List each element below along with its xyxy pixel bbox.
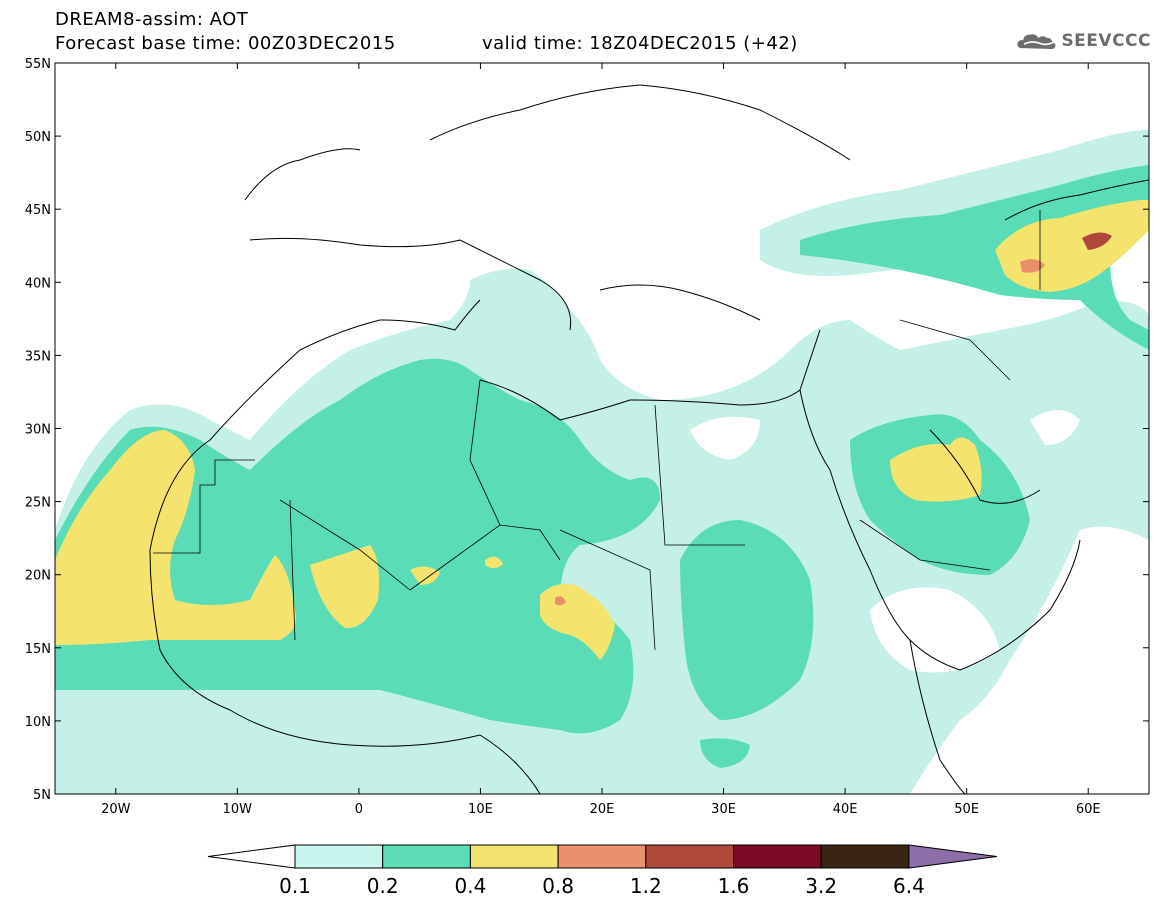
latitude-axis: 55N 50N 45N 40N 35N 30N 25N 20N 15N 10N 5N — [25, 57, 1149, 803]
colorbar-swatch — [733, 844, 822, 869]
lon-tick-label: 10E — [468, 802, 493, 817]
lon-tick-label: 40E — [833, 802, 858, 817]
borders — [153, 210, 1041, 651]
coastlines — [149, 84, 1149, 794]
lon-tick-label: 30E — [711, 802, 736, 817]
colorbar-label: 0.8 — [542, 874, 574, 898]
colorbar-swatch — [382, 844, 471, 869]
aot-level-0.8 — [555, 259, 1045, 606]
lat-tick-label: 10N — [25, 715, 51, 730]
colorbar-label: 0.4 — [454, 874, 486, 898]
lon-tick-label: 20W — [101, 802, 131, 817]
lon-tick-label: 0 — [355, 802, 363, 817]
lat-tick-label: 55N — [25, 57, 51, 72]
aot-field — [55, 63, 1149, 794]
lat-tick-label: 20N — [25, 569, 51, 584]
colorbar-label: 6.4 — [893, 874, 925, 898]
colorbar-max-arrow — [908, 844, 997, 869]
seevccc-logo: SEEVCCC — [1016, 26, 1151, 56]
longitude-axis: 20W 10W 0 10E 20E 30E 40E 50E 60E — [101, 63, 1101, 817]
lon-tick-label: 60E — [1076, 802, 1101, 817]
lat-tick-label: 30N — [25, 423, 51, 438]
lon-tick-label: 50E — [954, 802, 979, 817]
lat-tick-label: 45N — [25, 203, 51, 218]
colorbar-swatch — [469, 844, 559, 869]
colorbar: 0.1 0.2 0.4 0.8 1.2 1.6 3.2 6.4 — [207, 844, 997, 898]
lon-tick-label: 10W — [223, 802, 253, 817]
colorbar-label: 0.2 — [367, 874, 399, 898]
lat-tick-label: 5N — [33, 788, 51, 803]
valid-time: valid time: 18Z04DEC2015 (+42) — [482, 33, 798, 54]
colorbar-label: 3.2 — [805, 874, 837, 898]
lat-tick-label: 50N — [25, 130, 51, 145]
aot-level-1.2 — [1082, 232, 1112, 250]
colorbar-swatch — [294, 844, 384, 869]
colorbar-swatch — [557, 844, 647, 869]
colorbar-min-arrow — [207, 844, 296, 869]
colorbar-swatch — [820, 844, 910, 869]
cloud-icon — [1017, 34, 1056, 49]
lat-tick-label: 40N — [25, 276, 51, 291]
lon-tick-label: 20E — [590, 802, 615, 817]
lat-tick-label: 15N — [25, 642, 51, 657]
colorbar-label: 1.6 — [718, 874, 750, 898]
lat-tick-label: 25N — [25, 496, 51, 511]
colorbar-swatch — [645, 844, 734, 869]
colorbar-label: 1.2 — [630, 874, 662, 898]
colorbar-label: 0.1 — [279, 874, 311, 898]
forecast-base-time: Forecast base time: 00Z03DEC2015 — [55, 33, 396, 54]
logo-text: SEEVCCC — [1061, 31, 1151, 51]
map-title: DREAM8-assim: AOT — [55, 9, 249, 30]
lat-tick-label: 35N — [25, 349, 51, 364]
